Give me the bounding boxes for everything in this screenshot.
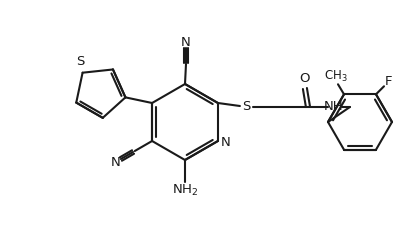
Text: S: S: [76, 55, 85, 68]
Text: N: N: [181, 36, 191, 48]
Text: O: O: [300, 72, 310, 85]
Text: N: N: [111, 156, 120, 168]
Text: CH$_3$: CH$_3$: [324, 69, 348, 84]
Text: NH$_2$: NH$_2$: [172, 182, 198, 198]
Text: S: S: [242, 101, 250, 114]
Text: N: N: [221, 136, 231, 149]
Text: F: F: [385, 75, 393, 88]
Text: NH: NH: [324, 101, 344, 114]
